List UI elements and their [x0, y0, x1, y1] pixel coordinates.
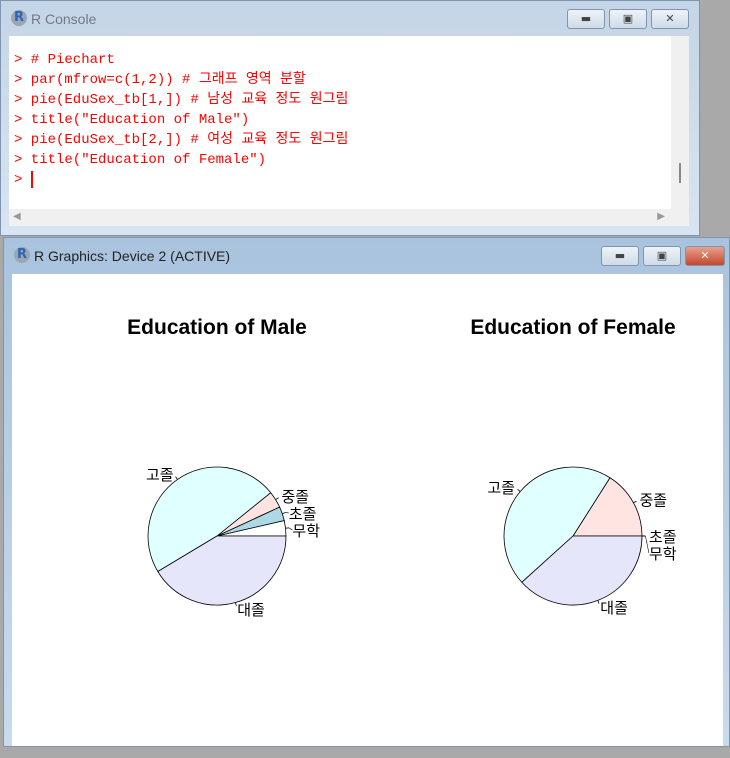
console-line: > par(mfrow=c(1,2)) # 그래프 영역 분할: [9, 70, 689, 90]
slice-label: 초졸: [649, 528, 677, 546]
r-logo-icon: R: [11, 10, 27, 26]
label-tick: [518, 489, 521, 491]
label-tick: [598, 600, 599, 603]
r-logo-icon: R: [14, 247, 30, 263]
slice-label: 중졸: [640, 491, 668, 509]
console-line: > title("Education of Male"): [9, 110, 689, 130]
console-line: > title("Education of Female"): [9, 150, 689, 170]
chart-title: Education of Female: [470, 316, 675, 339]
maximize-button[interactable]: ▣: [609, 9, 647, 29]
minimize-button[interactable]: ▬: [567, 9, 605, 29]
maximize-button[interactable]: ▣: [643, 246, 681, 266]
scroll-right-icon[interactable]: ▶: [657, 211, 665, 222]
scroll-left-icon[interactable]: ◀: [13, 211, 21, 222]
console-line: > # Piechart: [9, 50, 689, 70]
slice-label: 무학: [292, 522, 320, 540]
label-tick: [276, 498, 279, 500]
slice-label: 고졸: [487, 479, 515, 497]
text-cursor: [31, 171, 33, 188]
label-tick: [176, 477, 178, 480]
chart-title: Education of Male: [127, 316, 307, 339]
label-tick: [282, 513, 285, 514]
close-button[interactable]: ✕: [651, 9, 689, 29]
scroll-thumb[interactable]: [679, 163, 681, 183]
console-line: > pie(EduSex_tb[1,]) # 남성 교육 정도 원그림: [9, 90, 689, 110]
minimize-button[interactable]: ▬: [601, 246, 639, 266]
console-line: > pie(EduSex_tb[2,]) # 여성 교육 정도 원그림: [9, 130, 689, 150]
console-title: R Console: [31, 11, 96, 27]
slice-label: 고졸: [146, 466, 174, 484]
console-input-line[interactable]: >: [9, 170, 689, 190]
prompt: >: [14, 172, 22, 188]
r-graphics-window: R R Graphics: Device 2 (ACTIVE) ▬ ▣ ✕ Ed…: [3, 237, 730, 747]
r-console-window: R R Console ▬ ▣ ✕ > # Piechart > par(mfr…: [0, 0, 700, 236]
vertical-scrollbar[interactable]: [671, 36, 689, 209]
slice-label: 초졸: [289, 505, 317, 523]
graphics-titlebar[interactable]: R R Graphics: Device 2 (ACTIVE) ▬ ▣ ✕: [4, 238, 729, 274]
close-button[interactable]: ✕: [685, 246, 725, 266]
slice-label: 대졸: [600, 599, 628, 617]
graphics-title: R Graphics: Device 2 (ACTIVE): [34, 248, 230, 264]
console-output[interactable]: > # Piechart > par(mfrow=c(1,2)) # 그래프 영…: [9, 36, 689, 209]
slice-label: 대졸: [237, 601, 265, 619]
horizontal-scrollbar[interactable]: ◀ ▶: [9, 209, 689, 226]
console-titlebar[interactable]: R R Console ▬ ▣ ✕: [1, 1, 699, 37]
label-tick: [235, 602, 236, 605]
label-tick: [633, 501, 636, 503]
slice-label: 중졸: [281, 488, 309, 506]
slice-label: 무학: [649, 545, 677, 563]
